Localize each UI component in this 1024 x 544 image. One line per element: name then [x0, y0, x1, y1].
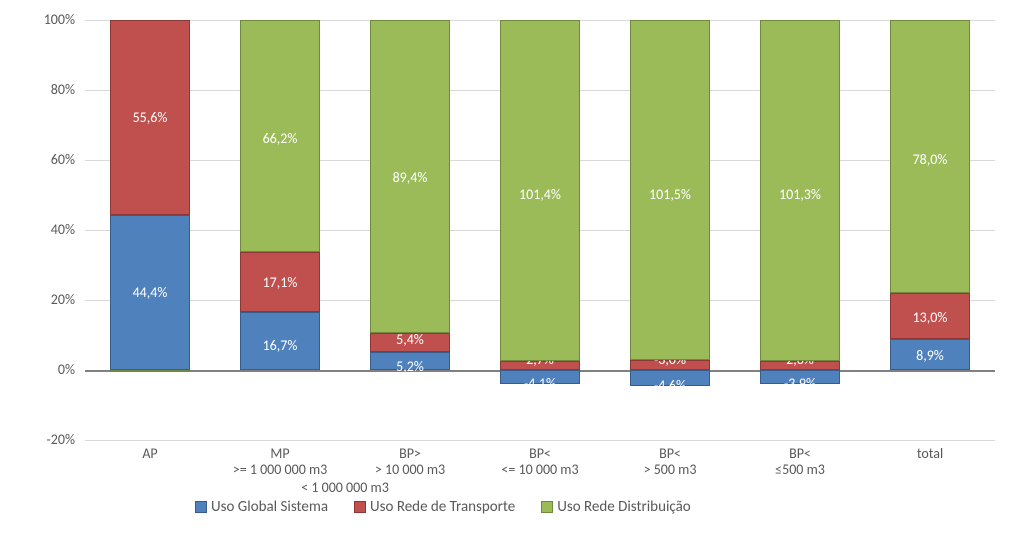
- bar-value-label: 101,4%: [500, 186, 581, 203]
- legend-swatch: [354, 501, 366, 513]
- x-tick-label: BP>> 10 000 m3: [345, 446, 475, 478]
- y-tick-label: 80%: [0, 81, 75, 98]
- bar-group: 8,9% 13,0% 78,0%: [890, 20, 971, 440]
- x-tick-label: AP: [85, 446, 215, 462]
- legend-label: Uso Global Sistema: [211, 498, 328, 516]
- bar-value-label: 66,2%: [240, 130, 321, 147]
- bar-segment-uso-rede-distribuição: [110, 370, 191, 372]
- y-tick-label: -20%: [0, 431, 75, 448]
- bar-value-label: -3,9%: [760, 375, 841, 392]
- legend-label: Uso Rede de Transporte: [370, 498, 515, 516]
- y-tick-label: 100%: [0, 11, 75, 28]
- bar-group: -4,1%2,7%101,4%: [500, 20, 581, 440]
- bar-value-label: -4,1%: [500, 375, 581, 392]
- bar-value-label: 16,7%: [240, 337, 321, 354]
- bar-value-label: 78,0%: [890, 151, 971, 168]
- bar-value-label: 89,4%: [370, 169, 451, 186]
- legend-item: Uso Rede Distribuição: [541, 498, 690, 516]
- x-tick-label: MP>= 1 000 000 m3: [215, 446, 345, 478]
- y-tick-label: 20%: [0, 291, 75, 308]
- bar-value-label: 13,0%: [890, 309, 971, 326]
- legend-label: Uso Rede Distribuição: [557, 498, 690, 516]
- bar-value-label: 101,3%: [760, 186, 841, 203]
- bar-group: -3,9%2,6%101,3%: [760, 20, 841, 440]
- bar-value-label: 8,9%: [890, 347, 971, 364]
- bar-value-label: 5,2%: [370, 358, 451, 375]
- bar-group: 16,7% 17,1% 66,2%: [240, 20, 321, 440]
- gridline: [85, 440, 995, 441]
- y-tick-label: 60%: [0, 151, 75, 168]
- legend-item: Uso Global Sistema: [195, 498, 328, 516]
- bar-group: 5,2% 5,4% 89,4%: [370, 20, 451, 440]
- bar-group: 44,4% 55,6%: [110, 20, 191, 440]
- legend-swatch: [195, 501, 207, 513]
- y-tick-label: 0%: [0, 361, 75, 378]
- y-tick-label: 40%: [0, 221, 75, 238]
- x-tick-label: total: [865, 446, 995, 462]
- bar-value-label: 5,4%: [370, 331, 451, 348]
- bar-value-label: 44,4%: [110, 284, 191, 301]
- x-tick-label: BP<≤500 m3: [735, 446, 865, 478]
- x-tick-label: BP<> 500 m3: [605, 446, 735, 478]
- legend-swatch: [541, 501, 553, 513]
- legend: Uso Global Sistema Uso Rede de Transporte…: [195, 498, 691, 516]
- bar-value-label: 17,1%: [240, 274, 321, 291]
- x-tick-label: BP<<= 10 000 m3: [475, 446, 605, 478]
- bar-group: -4,6%-3,0%101,5%: [630, 20, 711, 440]
- bar-value-label: 55,6%: [110, 109, 191, 126]
- plot-area: 44,4% 55,6% 16,7% 17,1% 66,2% 5,2% 5,4% 89,4% -4…: [85, 20, 995, 440]
- bar-value-label: 101,5%: [630, 186, 711, 203]
- legend-item: Uso Rede de Transporte: [354, 498, 515, 516]
- bar-value-label: -4,6%: [630, 377, 711, 394]
- x-tick-label-extra: < 1 000 000 m3: [280, 480, 410, 496]
- chart-container: -20% 0% 20% 40% 60% 80% 100% 44,4% 55,6% 16,7% 17…: [0, 0, 1024, 544]
